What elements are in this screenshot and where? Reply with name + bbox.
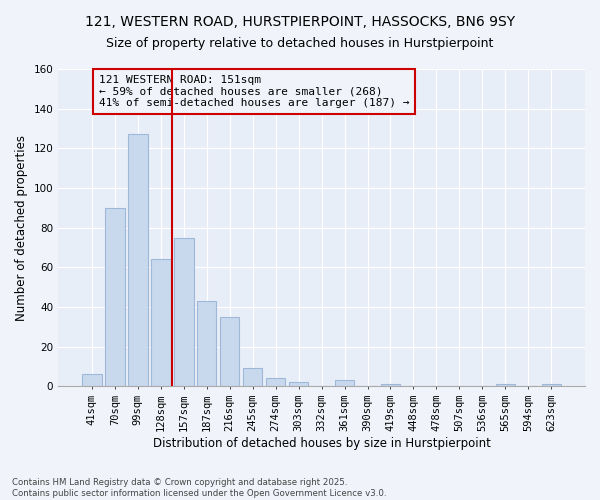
Bar — [381, 384, 400, 386]
Y-axis label: Number of detached properties: Number of detached properties — [15, 134, 28, 320]
Bar — [82, 374, 101, 386]
Bar — [335, 380, 355, 386]
Bar — [220, 317, 239, 386]
Text: Contains HM Land Registry data © Crown copyright and database right 2025.
Contai: Contains HM Land Registry data © Crown c… — [12, 478, 386, 498]
Text: 121 WESTERN ROAD: 151sqm
← 59% of detached houses are smaller (268)
41% of semi-: 121 WESTERN ROAD: 151sqm ← 59% of detach… — [99, 75, 409, 108]
Text: Size of property relative to detached houses in Hurstpierpoint: Size of property relative to detached ho… — [106, 38, 494, 51]
Bar — [105, 208, 125, 386]
Bar — [197, 301, 217, 386]
Bar — [151, 260, 170, 386]
X-axis label: Distribution of detached houses by size in Hurstpierpoint: Distribution of detached houses by size … — [152, 437, 491, 450]
Bar — [496, 384, 515, 386]
Bar — [128, 134, 148, 386]
Bar — [243, 368, 262, 386]
Bar — [289, 382, 308, 386]
Text: 121, WESTERN ROAD, HURSTPIERPOINT, HASSOCKS, BN6 9SY: 121, WESTERN ROAD, HURSTPIERPOINT, HASSO… — [85, 15, 515, 29]
Bar — [542, 384, 561, 386]
Bar — [266, 378, 286, 386]
Bar — [174, 238, 194, 386]
